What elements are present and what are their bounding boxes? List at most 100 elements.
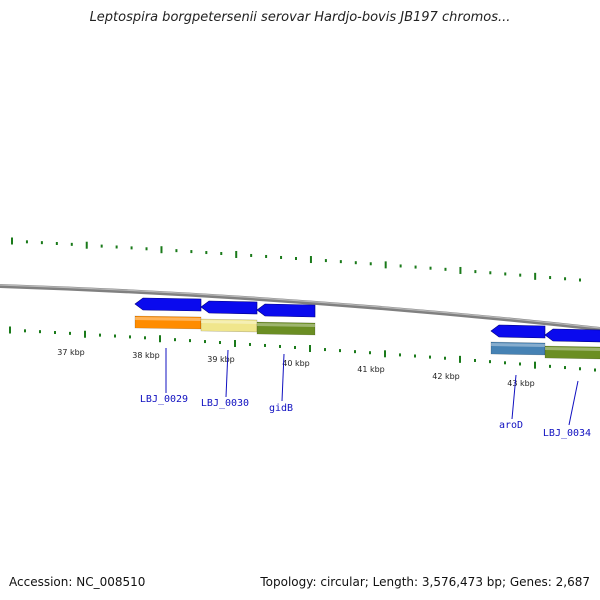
outer-tick-major xyxy=(85,241,88,249)
inner-tick-major xyxy=(159,335,161,343)
outer-tick-ring xyxy=(11,237,581,282)
outer-tick-minor xyxy=(250,253,253,257)
outer-tick-minor xyxy=(175,249,178,253)
gene-label-lbj_0029[interactable]: LBJ_0029 xyxy=(140,394,188,405)
outer-tick-minor xyxy=(519,273,522,277)
outer-tick-minor xyxy=(369,262,372,266)
inner-tick-major xyxy=(84,330,86,338)
outer-tick-major xyxy=(534,272,537,280)
outer-tick-minor xyxy=(579,278,581,282)
inner-tick-minor xyxy=(579,367,581,371)
outer-tick-minor xyxy=(474,270,477,274)
gene-block-highlight xyxy=(545,347,600,351)
outer-tick-major xyxy=(384,261,387,269)
outer-tick-minor xyxy=(549,276,552,280)
gene-arrow-lbj_0029[interactable] xyxy=(134,297,202,312)
gene-block-highlight xyxy=(135,317,201,321)
inner-tick-minor xyxy=(324,348,326,352)
inner-tick-minor xyxy=(429,355,431,359)
outer-tick-major xyxy=(235,250,238,258)
outer-tick-major xyxy=(309,256,312,264)
gene-label-arod[interactable]: aroD xyxy=(499,420,523,431)
gene-block-highlight xyxy=(491,343,545,347)
inner-tick-minor xyxy=(144,336,146,340)
inner-tick-minor xyxy=(474,358,476,362)
leader-line-lbj_0030 xyxy=(225,349,229,398)
inner-tick-minor xyxy=(24,329,26,333)
inner-tick-minor xyxy=(54,331,56,335)
inner-tick-minor xyxy=(564,366,566,370)
kbp-label: 39 kbp xyxy=(207,355,235,364)
outer-tick-minor xyxy=(40,241,43,245)
inner-tick-minor xyxy=(399,353,401,357)
inner-tick-minor xyxy=(99,333,101,337)
gene-arrow-lbj_0034[interactable] xyxy=(544,328,600,343)
outer-tick-minor xyxy=(324,259,327,263)
inner-tick-minor xyxy=(414,354,416,358)
kbp-label: 38 kbp xyxy=(132,351,160,360)
gene-label-lbj_0034[interactable]: LBJ_0034 xyxy=(543,428,591,439)
gene-block-lbj_0034[interactable] xyxy=(544,345,600,360)
outer-tick-major xyxy=(459,266,462,274)
gene-arrow-lbj_0030[interactable] xyxy=(200,300,258,315)
outer-tick-minor xyxy=(220,252,223,256)
outer-tick-minor xyxy=(504,272,507,276)
kbp-label: 41 kbp xyxy=(357,365,385,374)
outer-tick-minor xyxy=(190,250,193,254)
inner-tick-minor xyxy=(249,342,251,346)
inner-tick-minor xyxy=(39,330,41,334)
outer-tick-minor xyxy=(489,271,492,275)
map-title: Leptospira borgpetersenii serovar Hardjo… xyxy=(89,10,511,25)
gene-track xyxy=(134,297,600,360)
outer-tick-minor xyxy=(295,257,297,260)
gene-label-gidb[interactable]: gidB xyxy=(269,403,293,414)
outer-tick-minor xyxy=(205,251,208,255)
outer-tick-minor xyxy=(354,261,357,265)
gene-labels: LBJ_0029 LBJ_0030 gidB aroD LBJ_0034 xyxy=(140,348,591,439)
outer-tick-minor xyxy=(444,267,447,271)
inner-tick-minor xyxy=(339,349,341,353)
chromosome-backbone-highlight xyxy=(0,284,600,329)
leader-line-arod xyxy=(511,374,517,420)
outer-tick-minor xyxy=(145,247,148,251)
inner-tick-minor xyxy=(354,350,356,354)
inner-tick-minor xyxy=(549,364,551,368)
gene-block-highlight xyxy=(201,320,257,324)
outer-tick-minor xyxy=(100,244,103,248)
gene-label-lbj_0030[interactable]: LBJ_0030 xyxy=(201,398,249,409)
gene-block-gidb[interactable] xyxy=(256,321,316,336)
inner-tick-minor xyxy=(294,345,296,349)
outer-tick-major xyxy=(160,246,163,254)
inner-tick-minor xyxy=(444,356,446,360)
kbp-label: 43 kbp xyxy=(507,379,535,388)
gene-arrow-arod[interactable] xyxy=(490,324,546,339)
outer-tick-minor xyxy=(55,241,58,245)
kbp-labels: 37 kbp 38 kbp 39 kbp 40 kbp 41 kbp 42 kbp 43 k… xyxy=(57,348,535,388)
outer-tick-minor xyxy=(414,265,417,269)
outer-tick-minor xyxy=(25,240,28,244)
inner-tick-minor xyxy=(174,338,176,342)
kbp-label: 40 kbp xyxy=(282,359,310,368)
outer-tick-minor xyxy=(429,266,432,270)
inner-tick-minor xyxy=(204,340,206,344)
outer-tick-minor xyxy=(70,242,73,246)
inner-tick-minor xyxy=(594,368,596,372)
kbp-label: 37 kbp xyxy=(57,348,85,357)
inner-tick-minor xyxy=(519,362,521,366)
leader-line-gidb xyxy=(281,353,285,402)
inner-tick-minor xyxy=(129,335,131,339)
inner-tick-minor xyxy=(504,361,506,365)
inner-tick-minor xyxy=(369,351,371,355)
inner-tick-minor xyxy=(69,331,71,335)
inner-tick-major xyxy=(534,361,536,369)
outer-tick-minor xyxy=(265,254,268,258)
kbp-label: 42 kbp xyxy=(432,372,460,381)
inner-tick-major xyxy=(234,339,236,347)
outer-tick-minor xyxy=(564,277,567,281)
outer-tick-minor xyxy=(130,246,133,250)
gene-arrow-gidb[interactable] xyxy=(256,303,316,318)
inner-tick-major xyxy=(309,345,311,353)
inner-tick-minor xyxy=(114,334,116,338)
outer-tick-minor xyxy=(339,260,342,264)
